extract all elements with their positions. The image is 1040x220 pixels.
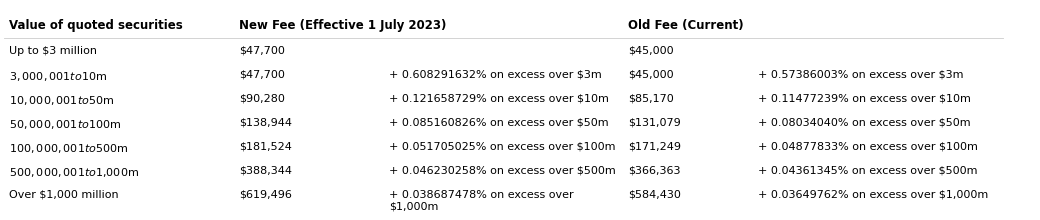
Text: $584,430: $584,430: [628, 190, 681, 200]
Text: + 0.085160826% on excess over $50m: + 0.085160826% on excess over $50m: [389, 118, 608, 128]
Text: $500,000,001 to $1,000m: $500,000,001 to $1,000m: [9, 166, 139, 179]
Text: + 0.08034040% on excess over $50m: + 0.08034040% on excess over $50m: [758, 118, 971, 128]
Text: + 0.051705025% on excess over $100m: + 0.051705025% on excess over $100m: [389, 142, 616, 152]
Text: $50,000,001 to $100m: $50,000,001 to $100m: [9, 118, 122, 131]
Text: $366,363: $366,363: [628, 166, 681, 176]
Text: + 0.04361345% on excess over $500m: + 0.04361345% on excess over $500m: [758, 166, 978, 176]
Text: $138,944: $138,944: [239, 118, 292, 128]
Text: $45,000: $45,000: [628, 70, 674, 80]
Text: + 0.57386003% on excess over $3m: + 0.57386003% on excess over $3m: [758, 70, 964, 80]
Text: Value of quoted securities: Value of quoted securities: [9, 19, 183, 32]
Text: $131,079: $131,079: [628, 118, 681, 128]
Text: $3,000,001 to $10m: $3,000,001 to $10m: [9, 70, 107, 83]
Text: $47,700: $47,700: [239, 70, 285, 80]
Text: $181,524: $181,524: [239, 142, 292, 152]
Text: Over $1,000 million: Over $1,000 million: [9, 190, 119, 200]
Text: $388,344: $388,344: [239, 166, 292, 176]
Text: $10,000,001 to $50m: $10,000,001 to $50m: [9, 94, 114, 107]
Text: + 0.03649762% on excess over $1,000m: + 0.03649762% on excess over $1,000m: [758, 190, 989, 200]
Text: + 0.046230258% on excess over $500m: + 0.046230258% on excess over $500m: [389, 166, 616, 176]
Text: $100,000,001 to $500m: $100,000,001 to $500m: [9, 142, 129, 155]
Text: $171,249: $171,249: [628, 142, 681, 152]
Text: + 0.04877833% on excess over $100m: + 0.04877833% on excess over $100m: [758, 142, 979, 152]
Text: + 0.608291632% on excess over $3m: + 0.608291632% on excess over $3m: [389, 70, 601, 80]
Text: $619,496: $619,496: [239, 190, 292, 200]
Text: $90,280: $90,280: [239, 94, 285, 104]
Text: + 0.11477239% on excess over $10m: + 0.11477239% on excess over $10m: [758, 94, 971, 104]
Text: Old Fee (Current): Old Fee (Current): [628, 19, 744, 32]
Text: + 0.121658729% on excess over $10m: + 0.121658729% on excess over $10m: [389, 94, 608, 104]
Text: $45,000: $45,000: [628, 46, 674, 56]
Text: $47,700: $47,700: [239, 46, 285, 56]
Text: + 0.038687478% on excess over
$1,000m: + 0.038687478% on excess over $1,000m: [389, 190, 573, 211]
Text: $85,170: $85,170: [628, 94, 674, 104]
Text: New Fee (Effective 1 July 2023): New Fee (Effective 1 July 2023): [239, 19, 446, 32]
Text: Up to $3 million: Up to $3 million: [9, 46, 97, 56]
